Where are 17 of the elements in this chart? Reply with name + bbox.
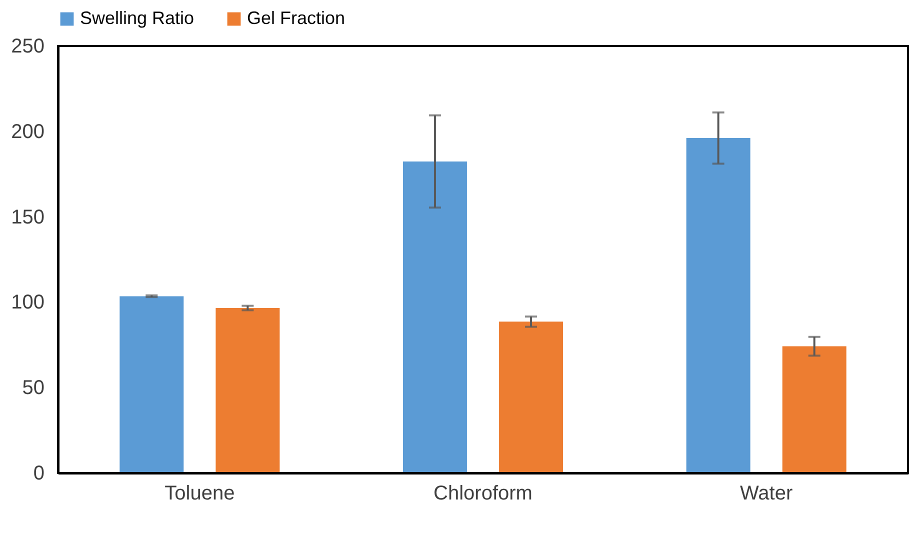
legend-label: Gel Fraction	[247, 8, 346, 28]
y-tick-label: 250	[11, 36, 44, 58]
y-tick-label: 0	[33, 462, 44, 484]
x-tick-label: Water	[740, 482, 793, 504]
y-tick-label: 150	[11, 206, 44, 228]
bar	[216, 308, 280, 473]
x-tick-label: Toluene	[164, 482, 235, 504]
y-tick-label: 100	[11, 292, 44, 314]
bar	[782, 346, 846, 473]
x-tick-label: Chloroform	[434, 482, 532, 504]
bar	[499, 322, 564, 473]
bar	[402, 161, 467, 473]
y-tick-label: 200	[11, 120, 44, 143]
bar	[120, 296, 184, 473]
bar	[686, 138, 750, 473]
legend-label: Swelling Ratio	[80, 8, 194, 28]
y-tick-label: 50	[22, 377, 44, 400]
